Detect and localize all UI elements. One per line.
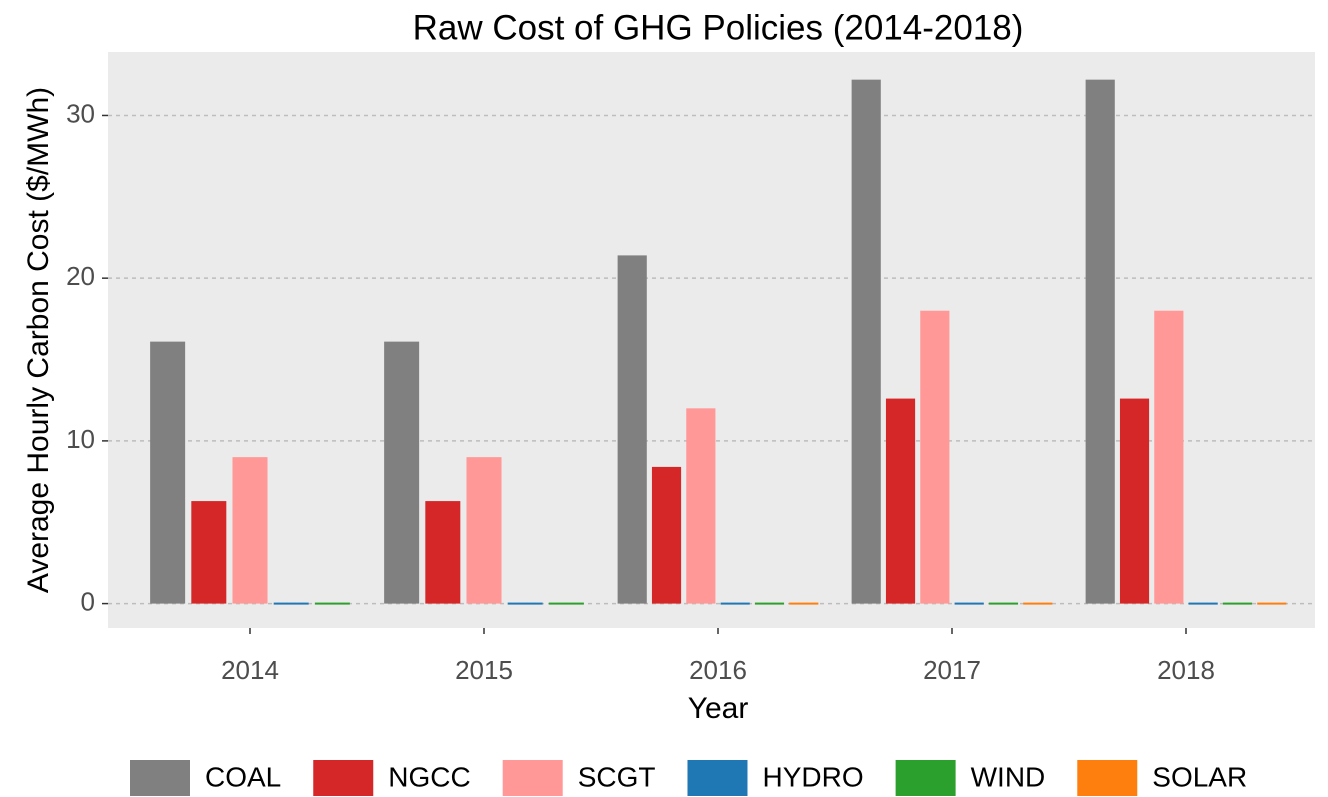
bar: [988, 602, 1019, 605]
legend-label: SOLAR: [1152, 761, 1247, 792]
bar: [789, 602, 819, 605]
legend-swatch: [895, 760, 956, 796]
legend-label: SCGT: [578, 761, 656, 792]
bar: [150, 341, 186, 604]
bar: [851, 79, 881, 604]
bar: [651, 466, 682, 604]
bar: [720, 602, 750, 605]
bar: [885, 398, 916, 604]
legend-swatch: [1077, 760, 1138, 796]
x-tick-label: 2015: [455, 655, 513, 685]
bar: [507, 602, 543, 605]
bar: [686, 408, 716, 604]
bar: [954, 602, 984, 605]
legend-swatch: [130, 760, 190, 796]
x-tick-label: 2014: [221, 655, 279, 685]
bar: [191, 501, 227, 604]
bar: [1119, 398, 1150, 604]
x-tick-label: 2017: [923, 655, 981, 685]
bar: [1257, 602, 1287, 605]
bar: [754, 602, 785, 605]
chart-title: Raw Cost of GHG Policies (2014-2018): [413, 8, 1024, 47]
y-axis-label: Average Hourly Carbon Cost ($/MWh): [22, 87, 55, 593]
bar: [314, 602, 350, 605]
y-tick-label: 20: [66, 261, 95, 291]
bar: [617, 255, 647, 604]
bar: [1222, 602, 1253, 605]
bar: [920, 310, 950, 604]
bar: [548, 602, 584, 605]
legend-label: WIND: [971, 761, 1046, 792]
legend-label: COAL: [205, 761, 281, 792]
bar: [1023, 602, 1053, 605]
legend-swatch: [313, 760, 374, 796]
bar: [1188, 602, 1218, 605]
bar: [466, 457, 502, 604]
legend-label: HYDRO: [762, 761, 863, 792]
bar: [1154, 310, 1184, 604]
bar: [384, 341, 420, 604]
bar: [232, 457, 268, 604]
x-tick-label: 2016: [689, 655, 747, 685]
bar: [1085, 79, 1115, 604]
y-tick-label: 30: [66, 98, 95, 128]
bar: [425, 501, 461, 604]
y-tick-label: 0: [81, 586, 95, 616]
y-tick-label: 10: [66, 424, 95, 454]
x-tick-label: 2018: [1157, 655, 1215, 685]
legend-swatch: [502, 760, 563, 796]
bar: [273, 602, 309, 605]
legend-label: NGCC: [388, 761, 470, 792]
x-axis-label: Year: [688, 692, 749, 725]
legend-swatch: [687, 760, 748, 796]
